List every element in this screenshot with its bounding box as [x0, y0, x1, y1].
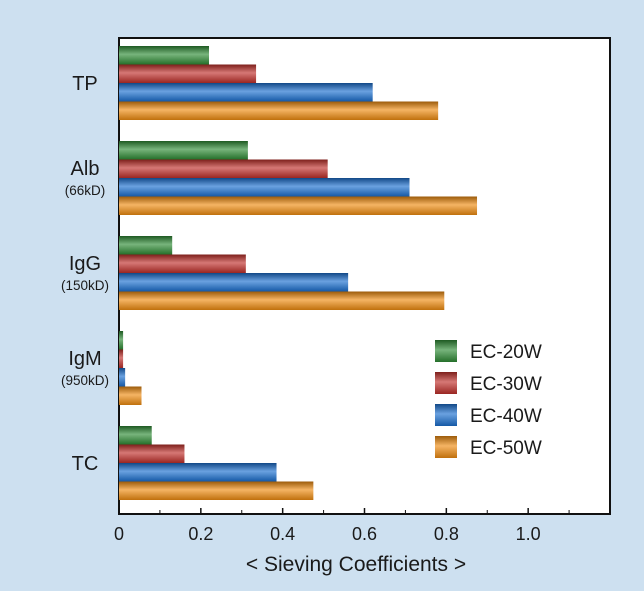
- category-labels: TP Alb (66kD) IgG (150kD) IgM (950kD) TC: [61, 73, 109, 475]
- legend-swatch-ec-40w: [435, 404, 457, 426]
- category-label-igm: IgM: [68, 348, 101, 370]
- category-label-igg: IgG: [69, 253, 101, 275]
- bar-tp-ec-20w: [119, 46, 210, 65]
- legend-label-ec-30w: EC-30W: [470, 374, 542, 395]
- x-tick-label: 0.6: [352, 524, 377, 544]
- x-tick-label: 0.4: [270, 524, 295, 544]
- x-axis-ticks: 0 0.2 0.4 0.6 0.8 1.0: [114, 508, 570, 544]
- bar-tp-ec-30w: [119, 64, 257, 83]
- bar-igm-ec-20w: [119, 331, 124, 350]
- legend-swatch-ec-30w: [435, 372, 457, 394]
- bar-alb-ec-40w: [119, 178, 410, 197]
- bar-igg-ec-20w: [119, 236, 173, 255]
- legend: EC-20W EC-30W EC-40W EC-50W: [435, 340, 542, 459]
- bar-alb-ec-30w: [119, 159, 328, 178]
- category-label-tp: TP: [72, 73, 98, 95]
- bar-tc-ec-50w: [119, 481, 314, 500]
- bar-igg-ec-30w: [119, 254, 246, 273]
- legend-swatch-ec-50w: [435, 436, 457, 458]
- bar-tc-ec-30w: [119, 444, 185, 463]
- bar-igg-ec-50w: [119, 291, 445, 310]
- bar-igm-ec-50w: [119, 386, 142, 405]
- category-sublabel-alb: (66kD): [65, 183, 106, 198]
- legend-label-ec-40w: EC-40W: [470, 406, 542, 427]
- legend-swatch-ec-20w: [435, 340, 457, 362]
- category-sublabel-igg: (150kD): [61, 278, 109, 293]
- bar-tp-ec-50w: [119, 101, 439, 120]
- x-axis-label: < Sieving Coefficients >: [246, 553, 466, 576]
- x-tick-label: 0: [114, 524, 124, 544]
- bar-tc-ec-40w: [119, 463, 277, 482]
- category-label-tc: TC: [72, 453, 99, 475]
- x-tick-label: 0.2: [188, 524, 213, 544]
- bar-igm-ec-40w: [119, 368, 126, 387]
- bar-tc-ec-20w: [119, 426, 152, 445]
- bar-alb-ec-20w: [119, 141, 248, 160]
- bar-tp-ec-40w: [119, 83, 373, 102]
- bar-alb-ec-50w: [119, 196, 478, 215]
- legend-label-ec-50w: EC-50W: [470, 438, 542, 459]
- bar-igm-ec-30w: [119, 349, 124, 368]
- legend-label-ec-20w: EC-20W: [470, 342, 542, 363]
- bar-igg-ec-40w: [119, 273, 349, 292]
- x-tick-label: 1.0: [516, 524, 541, 544]
- category-sublabel-igm: (950kD): [61, 373, 109, 388]
- category-label-alb: Alb: [71, 158, 100, 180]
- x-tick-label: 0.8: [434, 524, 459, 544]
- bars-layer: [119, 46, 478, 500]
